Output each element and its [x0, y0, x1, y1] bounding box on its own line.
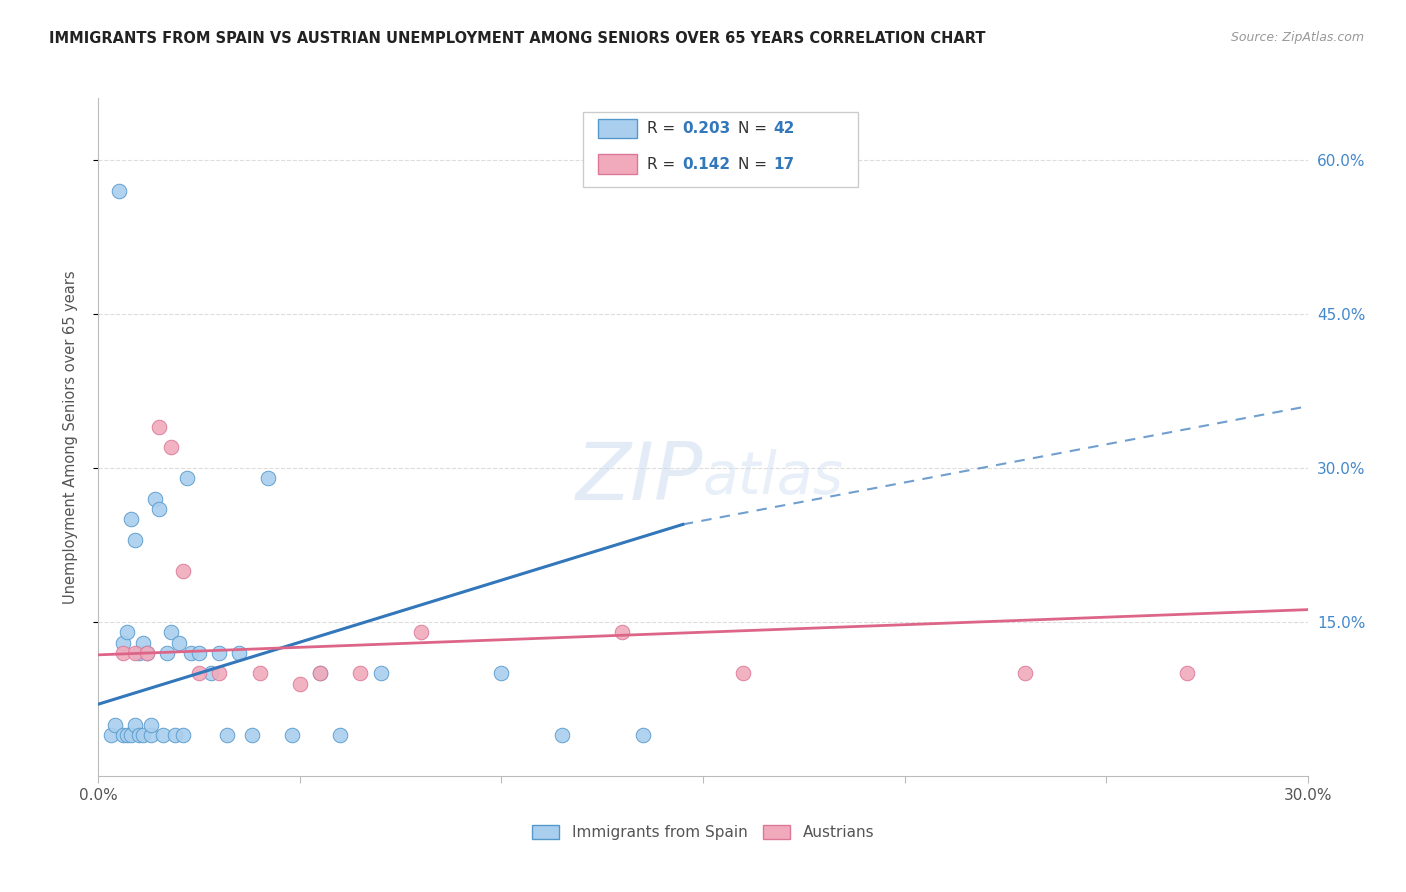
- Point: [135, 646, 157, 660]
- Text: Source: ZipAtlas.com: Source: ZipAtlas.com: [1230, 31, 1364, 45]
- Text: 42: 42: [773, 121, 794, 136]
- Point: [115, 625, 138, 640]
- Point: [103, 717, 125, 731]
- Point: [111, 635, 134, 649]
- Point: [491, 666, 513, 681]
- Point: [160, 625, 183, 640]
- Point: [281, 728, 304, 742]
- Point: [115, 728, 138, 742]
- Point: [409, 625, 432, 640]
- Point: [188, 666, 211, 681]
- Point: [551, 728, 574, 742]
- Point: [1014, 666, 1036, 681]
- Point: [107, 184, 129, 198]
- Point: [163, 728, 186, 742]
- Point: [217, 728, 239, 742]
- Legend: Immigrants from Spain, Austrians: Immigrants from Spain, Austrians: [526, 819, 880, 847]
- Point: [208, 646, 231, 660]
- Text: N =: N =: [738, 157, 772, 171]
- Point: [733, 666, 755, 681]
- Text: 0.203: 0.203: [682, 121, 730, 136]
- Y-axis label: Unemployment Among Seniors over 65 years: Unemployment Among Seniors over 65 years: [63, 270, 77, 604]
- Point: [631, 728, 654, 742]
- Point: [309, 666, 332, 681]
- Point: [228, 646, 250, 660]
- Point: [249, 666, 271, 681]
- Text: 0.142: 0.142: [682, 157, 730, 171]
- Point: [128, 646, 150, 660]
- Point: [167, 635, 190, 649]
- Point: [139, 717, 162, 731]
- Point: [200, 666, 222, 681]
- Point: [100, 728, 122, 742]
- Point: [143, 491, 166, 506]
- Point: [288, 676, 311, 690]
- Text: IMMIGRANTS FROM SPAIN VS AUSTRIAN UNEMPLOYMENT AMONG SENIORS OVER 65 YEARS CORRE: IMMIGRANTS FROM SPAIN VS AUSTRIAN UNEMPL…: [49, 31, 986, 46]
- Point: [156, 646, 179, 660]
- Point: [240, 728, 263, 742]
- Point: [111, 646, 134, 660]
- Point: [120, 512, 142, 526]
- Point: [172, 564, 194, 578]
- Point: [208, 666, 231, 681]
- Point: [349, 666, 371, 681]
- Point: [176, 471, 198, 485]
- Text: atlas: atlas: [703, 450, 844, 507]
- Text: N =: N =: [738, 121, 772, 136]
- Point: [256, 471, 278, 485]
- Point: [1175, 666, 1198, 681]
- Point: [135, 646, 157, 660]
- Point: [132, 635, 155, 649]
- Text: 17: 17: [773, 157, 794, 171]
- Point: [612, 625, 634, 640]
- Point: [152, 728, 174, 742]
- Point: [329, 728, 352, 742]
- Point: [180, 646, 202, 660]
- Point: [132, 728, 155, 742]
- Point: [172, 728, 194, 742]
- Point: [128, 728, 150, 742]
- Point: [120, 728, 142, 742]
- Point: [124, 533, 146, 547]
- Point: [370, 666, 392, 681]
- Point: [124, 646, 146, 660]
- Text: R =: R =: [647, 157, 681, 171]
- Text: R =: R =: [647, 121, 681, 136]
- Point: [148, 502, 170, 516]
- Point: [188, 646, 211, 660]
- Point: [160, 441, 183, 455]
- Point: [148, 419, 170, 434]
- Text: ZIP: ZIP: [575, 439, 703, 516]
- Point: [124, 717, 146, 731]
- Point: [111, 728, 134, 742]
- Point: [139, 728, 162, 742]
- Point: [309, 666, 332, 681]
